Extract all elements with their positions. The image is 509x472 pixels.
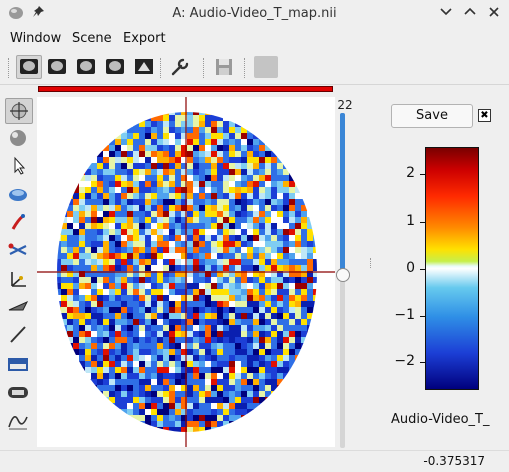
colorbar [425, 147, 479, 390]
pen-icon[interactable] [5, 210, 31, 234]
coronal-view-icon[interactable] [45, 56, 69, 78]
colorbar-tick [420, 174, 425, 175]
level-icon[interactable] [5, 352, 31, 376]
close-icon[interactable] [484, 4, 504, 24]
brain-slice-image [37, 97, 335, 447]
toolbar-separator [160, 58, 162, 78]
scissors-icon[interactable] [5, 238, 31, 262]
line-icon[interactable] [5, 322, 31, 346]
colorbar-tick [420, 316, 425, 317]
colorbar-tick [420, 222, 425, 223]
plane-icon[interactable] [5, 294, 31, 318]
sphere-icon[interactable] [5, 126, 31, 150]
wrench-icon[interactable] [168, 56, 192, 78]
toolbar-separator [203, 58, 205, 78]
slice-slider-fill [340, 113, 345, 273]
colorbar-label: 0 [406, 260, 415, 276]
save-button[interactable]: Save [391, 104, 473, 128]
colorbar-tick [420, 269, 425, 270]
colorbar-name: Audio-Video_T_ [391, 412, 490, 427]
panel-splitter[interactable] [370, 258, 373, 268]
pin-icon[interactable] [28, 4, 48, 24]
colorbar-label: −2 [394, 353, 415, 369]
close-colorbar-icon[interactable]: ✖ [478, 109, 491, 122]
title-bar: A: Audio-Video_T_map.nii [0, 0, 509, 28]
multiplanar-view-icon[interactable] [103, 56, 127, 78]
app-logo-icon [6, 4, 26, 24]
toolbar-separator [244, 58, 246, 78]
colorbar-label: −1 [394, 307, 415, 323]
colorbar-label: 1 [406, 213, 415, 229]
slice-slider-handle[interactable] [336, 268, 350, 282]
menu-bar: Window Scene Export [0, 28, 509, 50]
menu-window[interactable]: Window [10, 31, 62, 46]
toolbar [0, 50, 509, 85]
status-value: -0.375317 [423, 454, 485, 468]
color-swatch[interactable] [254, 56, 278, 78]
left-toolbar [0, 90, 36, 460]
window-title: A: Audio-Video_T_map.nii [172, 6, 337, 21]
distance-icon[interactable] [5, 380, 31, 404]
status-divider [0, 450, 509, 451]
render-view-icon[interactable] [132, 56, 156, 78]
toolbar-separator [8, 58, 10, 78]
colorbar-label: 2 [406, 165, 415, 181]
chevron-up-icon[interactable] [460, 4, 480, 24]
chevron-down-icon[interactable] [436, 4, 456, 24]
axes-icon[interactable] [5, 266, 31, 290]
graph-icon[interactable] [5, 408, 31, 432]
sagittal-view-icon[interactable] [74, 56, 98, 78]
menu-export[interactable]: Export [123, 31, 166, 46]
axial-view-icon[interactable] [16, 55, 42, 79]
timeline-bar[interactable] [38, 86, 333, 92]
pointer-icon[interactable] [5, 154, 31, 178]
menu-scene[interactable]: Scene [72, 31, 112, 46]
rotate-icon[interactable] [5, 98, 33, 124]
brain-viewport[interactable] [37, 97, 335, 447]
hand-icon[interactable] [5, 182, 31, 206]
floppy-disk-icon[interactable] [212, 56, 236, 78]
slice-number: 22 [337, 98, 353, 112]
colorbar-tick [420, 362, 425, 363]
